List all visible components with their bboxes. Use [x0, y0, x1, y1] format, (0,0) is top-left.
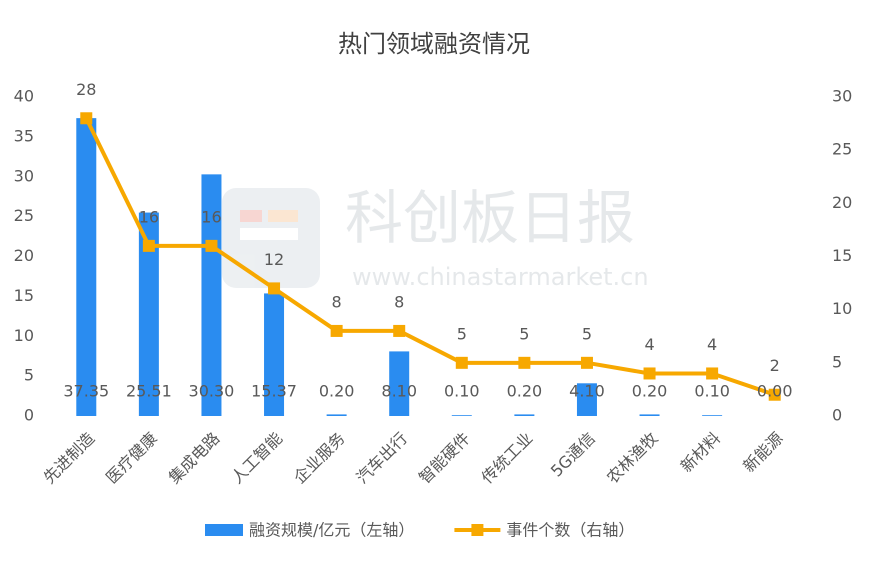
- bar: [389, 351, 410, 416]
- y-tick-label: 20: [14, 246, 34, 265]
- data-label: 25.51: [126, 382, 172, 401]
- x-tick-label: 新材料: [677, 429, 724, 476]
- watermark: 科创板日报 www.chinastarmarket.cn: [222, 184, 649, 291]
- line-marker: [643, 367, 656, 380]
- y2-tick-label: 20: [832, 193, 852, 212]
- data-label: 5: [519, 324, 529, 343]
- line-marker: [393, 324, 406, 337]
- watermark-logo: [240, 210, 262, 222]
- data-label: 4: [707, 335, 717, 354]
- y2-tick-label: 5: [832, 352, 842, 371]
- x-tick-label: 农林渔牧: [603, 429, 662, 488]
- bar: [514, 414, 535, 416]
- line-marker: [142, 239, 155, 252]
- bar: [76, 118, 97, 416]
- data-label: 37.35: [63, 382, 109, 401]
- bar: [451, 415, 472, 416]
- data-label: 0.00: [757, 382, 793, 401]
- data-label: 0.10: [444, 382, 480, 401]
- y-tick-label: 25: [14, 206, 34, 225]
- data-label: 30.30: [189, 382, 235, 401]
- line-marker: [455, 356, 468, 369]
- y-tick-label: 0: [24, 406, 34, 425]
- y2-tick-label: 30: [832, 87, 852, 106]
- y2-tick-label: 15: [832, 246, 852, 265]
- bar: [326, 414, 347, 416]
- line-marker: [768, 388, 781, 401]
- data-label: 2: [770, 356, 780, 375]
- y-tick-label: 10: [14, 326, 34, 345]
- line-marker: [580, 356, 593, 369]
- x-tick-label: 汽车出行: [353, 429, 412, 488]
- data-label: 16: [201, 207, 221, 226]
- line-marker: [80, 112, 93, 125]
- data-label: 5: [582, 324, 592, 343]
- chart-title: 热门领域融资情况: [338, 30, 530, 58]
- data-label: 4: [644, 335, 654, 354]
- bar: [264, 293, 285, 416]
- data-label: 8: [394, 292, 404, 311]
- x-tick-label: 5G通信: [547, 429, 599, 481]
- y2-tick-label: 25: [832, 140, 852, 159]
- bar: [201, 174, 222, 416]
- watermark-logo: [268, 210, 298, 222]
- line-marker: [330, 324, 343, 337]
- y-tick-label: 15: [14, 286, 34, 305]
- data-label: 8.10: [381, 382, 417, 401]
- line-marker: [706, 367, 719, 380]
- bar: [702, 415, 723, 416]
- bar: [138, 212, 159, 416]
- watermark-title: 科创板日报: [345, 184, 635, 252]
- data-label: 0.20: [507, 382, 543, 401]
- x-tick-label: 医疗健康: [102, 429, 161, 488]
- watermark-logo: [240, 228, 298, 240]
- y2-tick-label: 10: [832, 299, 852, 318]
- x-tick-label: 先进制造: [40, 429, 99, 488]
- legend-label: 融资规模/亿元（左轴）: [249, 521, 414, 540]
- line-marker: [205, 239, 218, 252]
- y-tick-label: 40: [14, 87, 34, 106]
- data-label: 5: [457, 324, 467, 343]
- bar: [576, 383, 597, 416]
- watermark-url: www.chinastarmarket.cn: [352, 263, 649, 291]
- y2-tick-label: 0: [832, 406, 842, 425]
- x-tick-label: 智能硬件: [415, 429, 474, 488]
- bar: [639, 414, 660, 416]
- legend-label: 事件个数（右轴）: [506, 521, 634, 540]
- data-label: 0.10: [694, 382, 730, 401]
- x-tick-label: 企业服务: [290, 429, 349, 488]
- data-label: 0.20: [632, 382, 668, 401]
- watermark-logo: [222, 188, 320, 288]
- data-label: 15.37: [251, 382, 297, 401]
- data-label: 28: [76, 80, 96, 99]
- data-label: 0.20: [319, 382, 355, 401]
- legend-swatch: [205, 524, 243, 536]
- legend-swatch: [471, 524, 484, 536]
- data-label: 12: [264, 250, 284, 269]
- data-label: 8: [332, 292, 342, 311]
- data-label: 16: [139, 207, 159, 226]
- y-tick-label: 35: [14, 126, 34, 145]
- data-label: 4.10: [569, 382, 605, 401]
- y-tick-label: 30: [14, 166, 34, 185]
- line: [84, 117, 776, 397]
- x-tick-label: 传统工业: [478, 429, 537, 488]
- line-marker: [268, 282, 281, 295]
- line-marker: [518, 356, 531, 369]
- y-tick-label: 5: [24, 366, 34, 385]
- x-tick-label: 人工智能: [227, 429, 286, 488]
- x-tick-label: 集成电路: [165, 429, 224, 488]
- x-tick-label: 新能源: [739, 429, 786, 476]
